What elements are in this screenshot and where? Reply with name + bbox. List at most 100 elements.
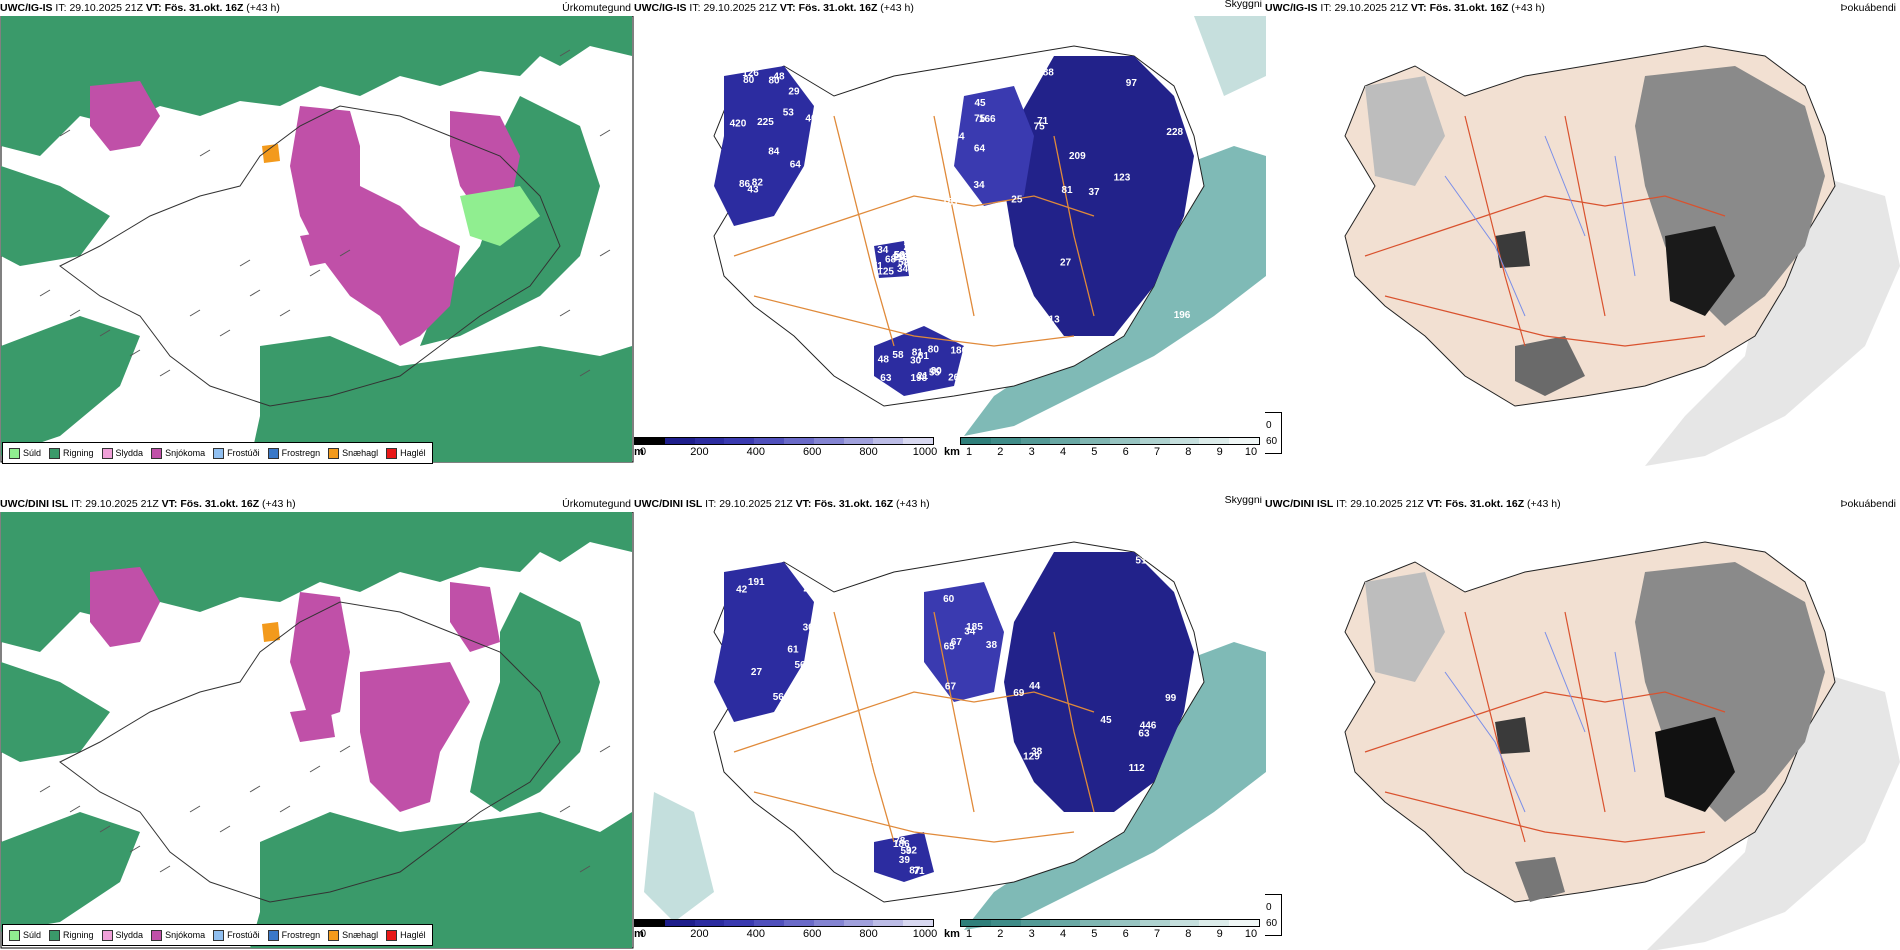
visibility-value-label: 191: [748, 577, 765, 588]
low-vis-area: [714, 562, 814, 722]
colorbar-segment: [1229, 920, 1259, 926]
colorbar-tick-label: 8: [1185, 446, 1192, 458]
fog-area: [1515, 857, 1565, 902]
snow-pellet: [262, 622, 280, 642]
colorbar-segment: [1109, 438, 1140, 444]
colorbar-segment: [635, 920, 665, 926]
visibility-value-label: 209: [1069, 151, 1086, 162]
colorbar-segment: [1020, 920, 1051, 926]
visibility-value-label: 80: [945, 137, 957, 148]
visibility-value-label: 81: [912, 347, 924, 358]
visibility-value-label: 45: [975, 98, 987, 109]
visibility-panel-bottom[interactable]: UWC/DINI ISL IT: 29.10.2025 21Z VT: Fös.…: [634, 496, 1266, 950]
colorbar-segment: [961, 438, 991, 444]
visibility-value-label: 30: [908, 748, 920, 759]
visibility-value-label: 51: [936, 105, 948, 116]
road-network: [1364, 611, 1726, 843]
colorbar-unit: m: [634, 446, 644, 458]
fog-panel-bottom[interactable]: UWC/DINI ISL IT: 29.10.2025 21Z VT: Fös.…: [1265, 496, 1900, 950]
colorbar-tick-label: 600: [803, 928, 822, 940]
road-network: [733, 611, 1095, 843]
visibility-value-label: 75: [974, 114, 986, 125]
rain-area: [1, 316, 140, 456]
precip-map[interactable]: [0, 512, 635, 950]
fog-area: [1365, 76, 1445, 186]
precip-panel-top[interactable]: UWC/IG-IS IT: 29.10.2025 21Z VT: Fös. 31…: [0, 0, 635, 468]
rain-area: [1, 512, 632, 652]
colorbar-tick-label: 4: [1059, 446, 1067, 458]
visibility-value-label: 87: [909, 866, 921, 877]
legend-swatch: [386, 929, 398, 941]
colorbar-tick-label: 7: [1153, 446, 1161, 458]
colorbar-ticks: 0 200 400 600 800 1000: [634, 446, 937, 458]
low-vis-area: [1004, 552, 1194, 812]
panel-header: UWC/IG-IS IT: 29.10.2025 21Z VT: Fös. 31…: [0, 2, 280, 14]
sea-fog-area: [964, 642, 1266, 930]
visibility-map[interactable]: 6199677810212389159694244602929304538322…: [634, 512, 1266, 930]
low-vis-area: [874, 241, 909, 278]
fog-panel-top[interactable]: UWC/IG-IS IT: 29.10.2025 21Z VT: Fös. 31…: [1265, 0, 1900, 468]
colorbar-tick-label: 2: [997, 446, 1004, 458]
visibility-value-label: 29: [884, 758, 896, 769]
precip-map[interactable]: [0, 16, 635, 468]
visibility-value-label: 44: [1029, 681, 1041, 692]
visibility-value-label: 80: [931, 366, 943, 377]
colorbar-tick-label: 5: [1091, 928, 1098, 940]
visibility-value-labels: 8475646359829716680158801968018068532137…: [730, 68, 1191, 385]
snow-area: [290, 106, 460, 346]
visibility-value-label: 40: [1161, 565, 1173, 576]
visibility-value-label: 75: [1034, 121, 1046, 132]
legend-item: Snjókoma: [151, 929, 205, 941]
visibility-map[interactable]: 8475646359829716680158801968018068532137…: [634, 16, 1266, 446]
colorbar-segment: [1169, 920, 1200, 926]
visibility-value-label: 40: [901, 257, 913, 268]
visibility-value-label: 56: [773, 692, 785, 703]
low-vis-area: [924, 582, 1004, 702]
road-network: [1364, 115, 1726, 347]
legend-swatch: [151, 929, 163, 941]
fog-area: [1515, 336, 1585, 396]
panel-header: UWC/IG-IS IT: 29.10.2025 21Z VT: Fös. 31…: [634, 2, 914, 14]
visibility-value-label: 34: [897, 264, 909, 275]
visibility-value-label: 86: [739, 179, 751, 190]
precip-panel-bottom[interactable]: UWC/DINI ISL IT: 29.10.2025 21Z VT: Fös.…: [0, 496, 635, 950]
legend-item: Haglél: [386, 929, 426, 941]
legend-swatch: [386, 447, 398, 459]
snow-area: [450, 582, 500, 652]
low-vis-area: [874, 832, 934, 882]
rain-area: [1, 166, 110, 266]
colorbar-segment: [990, 920, 1021, 926]
visibility-value-label: 29: [874, 754, 886, 765]
colorbar-segment: [903, 920, 933, 926]
fog-legend-row: 60: [1265, 916, 1277, 930]
legend-swatch: [213, 447, 225, 459]
snow-area: [290, 707, 335, 742]
colorbar-segment: [1139, 920, 1170, 926]
visibility-value-label: 43: [747, 184, 759, 195]
precip-legend: Súld Rigning Slydda Snjókoma Frostúði Fr…: [2, 442, 433, 464]
sea-fog-area: [964, 146, 1266, 436]
colorbar-segment: [813, 920, 844, 926]
river-network: [1444, 135, 1636, 317]
colorbar-segment: [1139, 438, 1170, 444]
panel-title: Skyggni: [1224, 496, 1262, 506]
legend-swatch: [267, 929, 279, 941]
colorbar-segment: [1199, 920, 1230, 926]
colorbar-segment: [1050, 920, 1081, 926]
snow-area: [300, 231, 335, 266]
legend-swatch: [9, 929, 20, 941]
visibility-panel-top[interactable]: UWC/IG-IS IT: 29.10.2025 21Z VT: Fös. 31…: [634, 0, 1266, 468]
legend-swatch: [328, 929, 340, 941]
visibility-value-label: 123: [1114, 173, 1131, 184]
legend-swatch: [151, 447, 163, 459]
fog-map[interactable]: [1265, 512, 1900, 950]
elevation-colorbar: 0 200 400 600 800 1000: [634, 437, 937, 458]
fog-map[interactable]: [1265, 16, 1900, 468]
colorbar-segment: [1020, 438, 1051, 444]
visibility-value-label: 29: [788, 87, 800, 98]
colorbar-segment: [724, 920, 755, 926]
colorbar-tick-label: 7: [1153, 928, 1161, 940]
visibility-value-label: 80: [769, 75, 781, 86]
visibility-value-label: 69: [1013, 688, 1025, 699]
legend-item: Snjókoma: [151, 447, 205, 459]
